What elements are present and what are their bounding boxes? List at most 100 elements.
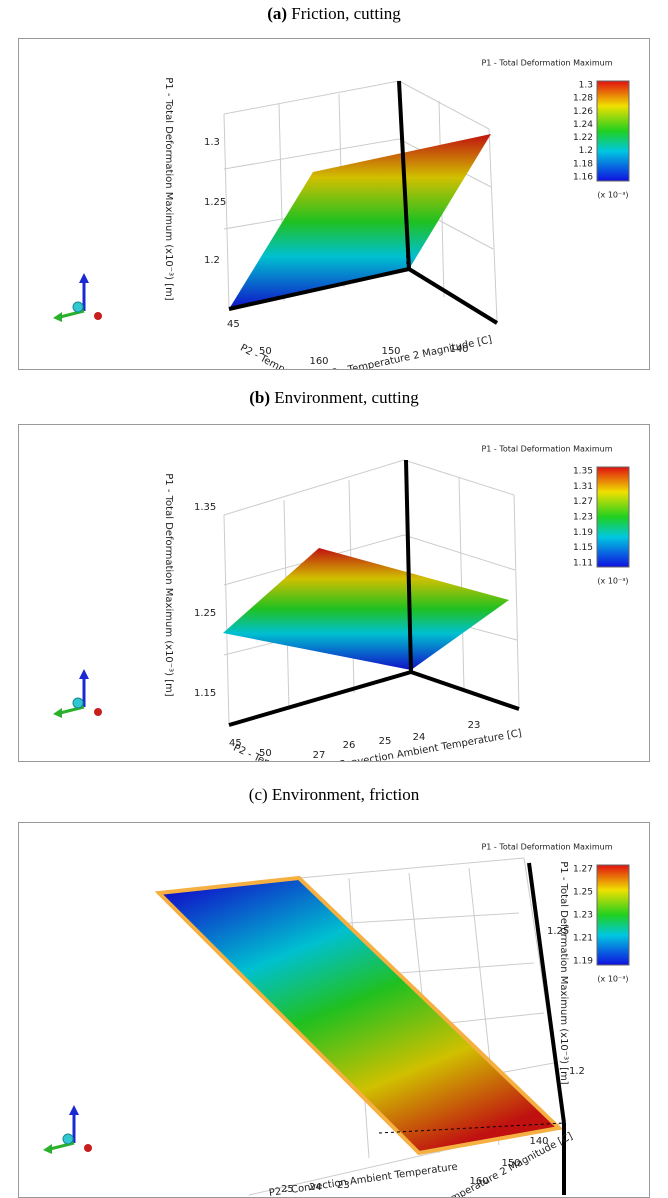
grid-line [223, 514, 230, 726]
colorbar-tick-label: 1.23 [573, 911, 593, 921]
grid-line [223, 138, 400, 170]
z-tick-label: 1.25 [204, 197, 226, 208]
y-tick-label: 27 [313, 750, 326, 761]
z-tick-label: 1.35 [194, 502, 216, 513]
grid-line [223, 113, 230, 310]
triad-x-head [43, 1144, 52, 1154]
triad-z-head [69, 1105, 79, 1115]
grid-line [403, 534, 516, 571]
colorbar-tick-label: 1.21 [573, 934, 593, 944]
response-surface [229, 134, 491, 309]
triad-z-head [79, 273, 89, 283]
caption: (c) Environment, friction [0, 785, 668, 805]
x-tick-label: 50 [259, 748, 272, 759]
colorbar-tick-label: 1.22 [573, 133, 593, 143]
z-axis-label: P1 - Total Deformation Maximum (x10⁻³) [… [163, 77, 174, 301]
caption-text: Environment, friction [271, 785, 420, 804]
x-tick-label: 45 [229, 738, 242, 749]
y-tick-label: 140 [449, 344, 468, 355]
colorbar-tick-label: 1.26 [573, 107, 593, 117]
colorbar [596, 864, 630, 966]
colorbar-tick-label: 1.24 [573, 120, 593, 130]
plot-panel: P1 - Total Deformation Maximum 1.27 1.25 1.… [18, 822, 650, 1198]
y-tick-label: 23 [468, 720, 481, 731]
grid-line [223, 80, 400, 115]
response-surface [223, 548, 509, 670]
y-tick-label: 150 [501, 1158, 520, 1169]
triad-z-head [79, 669, 89, 679]
z-tick-label: 1.2 [204, 255, 220, 266]
caption-label: (b) [249, 388, 271, 407]
colorbar-tick-label: 1.27 [573, 865, 593, 875]
colorbar-tick-label: 1.11 [573, 559, 593, 569]
grid-line [223, 459, 405, 516]
colorbar-tick-label: 1.35 [573, 467, 593, 477]
triad-origin [62, 1133, 74, 1145]
axis-line [407, 267, 499, 325]
x-tick-label: 25 [281, 1184, 294, 1195]
y-tick-label: 25 [379, 736, 392, 747]
z-axis-label: P1 - Total Deformation Maximum (x10⁻³) [… [163, 473, 174, 697]
axis-line [228, 267, 410, 311]
y-tick-label: 150 [381, 346, 400, 357]
response-surface [154, 875, 564, 1156]
z-tick-label: 1.25 [547, 926, 569, 937]
hidden-axis [378, 1122, 565, 1134]
colorbar-unit: (x 10⁻³) [597, 975, 628, 984]
y-tick-label: 140 [529, 1136, 548, 1147]
grid-line [513, 494, 520, 708]
z-tick-label: 1.2 [569, 1066, 585, 1077]
caption-text: Environment, cutting [274, 388, 419, 407]
triad-x-head [53, 708, 62, 718]
colorbar [596, 80, 630, 182]
colorbar-unit: (x 10⁻³) [597, 191, 628, 200]
colorbar-tick-label: 1.27 [573, 497, 593, 507]
grid-line [448, 1012, 545, 1024]
grid-line [348, 912, 520, 924]
colorbar-tick-label: 1.3 [579, 81, 593, 91]
x-tick-label: 23 [337, 1180, 350, 1191]
grid-line [398, 962, 535, 974]
z-tick-label: 1.25 [194, 608, 216, 619]
colorbar-tick-label: 1.18 [573, 159, 593, 169]
axis-line [397, 80, 411, 270]
colorbar-tick-label: 1.23 [573, 513, 593, 523]
colorbar-tick-label: 1.15 [573, 543, 593, 553]
caption-text: Friction, cutting [291, 4, 401, 23]
y-tick-label: 26 [343, 740, 356, 751]
caption-label: (a) [267, 4, 288, 23]
colorbar-tick-label: 1.2 [579, 146, 593, 156]
caption-label: (c) [248, 785, 268, 804]
plot-panel: P1 - Total Deformation Maximum 1.3 1.28 1.2… [18, 38, 650, 370]
axis-line [404, 459, 413, 673]
y-tick-label: 160 [309, 356, 328, 367]
colorbar-tick-label: 1.31 [573, 482, 593, 492]
colorbar [596, 466, 630, 568]
y-tick-label: 160 [469, 1176, 488, 1187]
legend-title: P1 - Total Deformation Maximum [481, 445, 612, 454]
z-tick-label: 1.15 [194, 688, 216, 699]
grid-line [498, 1062, 555, 1074]
grid-line [458, 476, 465, 691]
colorbar-tick-label: 1.16 [573, 173, 593, 183]
axis-line [228, 670, 412, 727]
colorbar-tick-label: 1.19 [573, 957, 593, 967]
grid-line [298, 857, 525, 879]
colorbar-tick-label: 1.19 [573, 528, 593, 538]
legend-title: P1 - Total Deformation Maximum [481, 843, 612, 852]
grid-line [488, 128, 498, 322]
x-tick-label: 24 [309, 1182, 322, 1193]
y-tick-label: 24 [413, 732, 426, 743]
axis-line [527, 862, 566, 1124]
triad-y [84, 1144, 92, 1152]
triad-y [94, 708, 102, 716]
colorbar-tick-label: 1.28 [573, 94, 593, 104]
caption: (b) Environment, cutting [0, 388, 668, 408]
triad-origin [72, 697, 84, 709]
x-tick-label: 50 [259, 346, 272, 357]
caption: (a) Friction, cutting [0, 4, 668, 24]
plot-panel: P1 - Total Deformation Maximum 1.35 1.31 1.… [18, 424, 650, 762]
triad-x-head [53, 312, 62, 322]
x-axis-label: P2 - Convection Ambient Temperature [268, 1162, 458, 1198]
